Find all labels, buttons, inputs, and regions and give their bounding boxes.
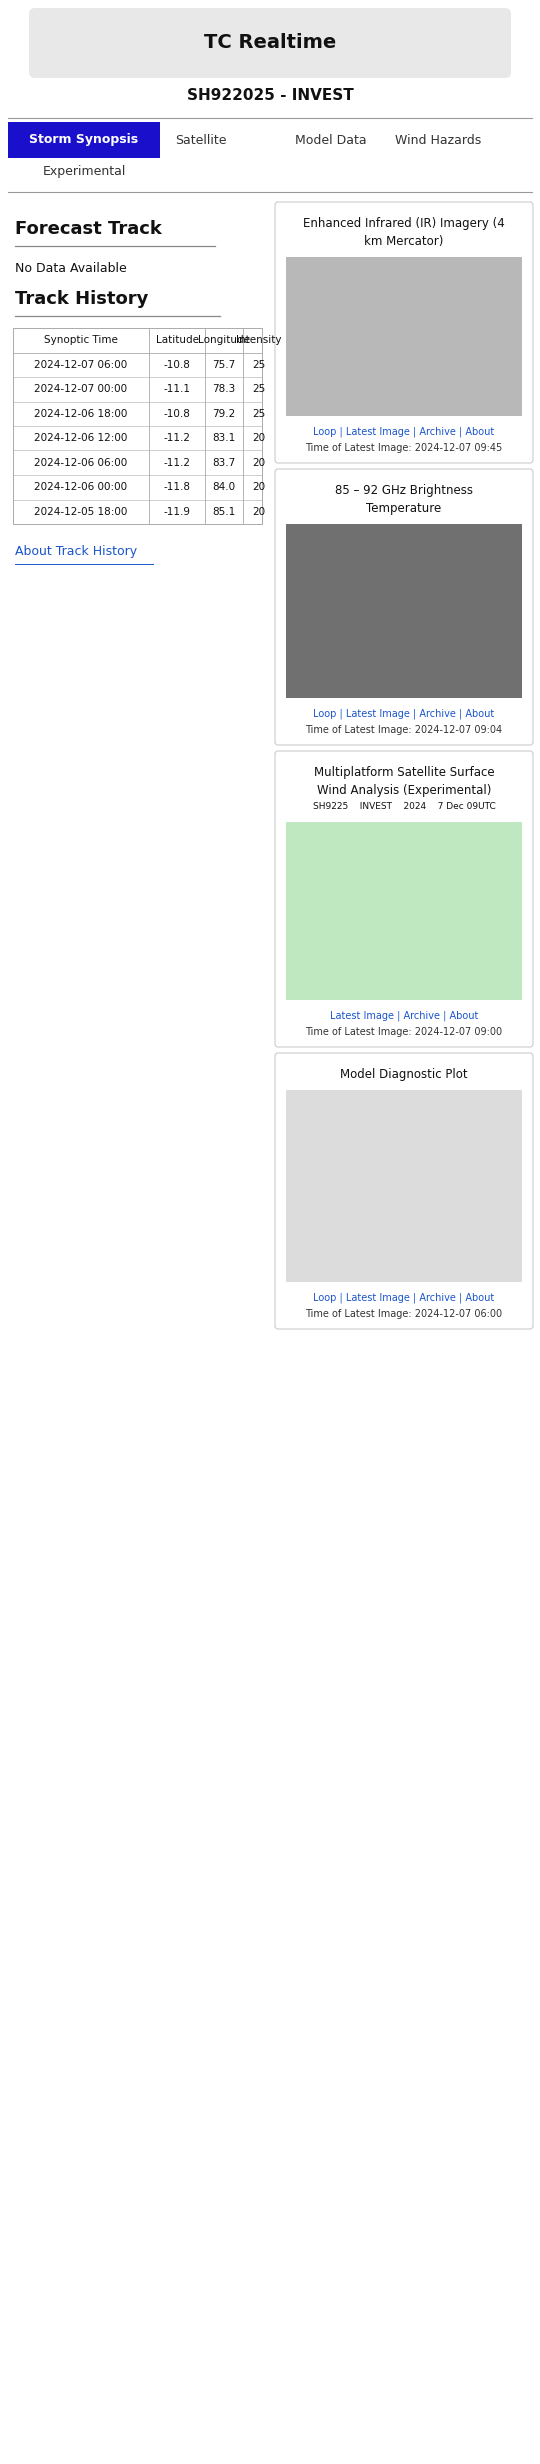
Text: Storm Synopsis: Storm Synopsis bbox=[30, 133, 139, 145]
Text: Latitude: Latitude bbox=[156, 335, 199, 345]
Text: 20: 20 bbox=[252, 458, 266, 468]
Text: 75.7: 75.7 bbox=[212, 360, 235, 370]
Text: Time of Latest Image: 2024-12-07 06:00: Time of Latest Image: 2024-12-07 06:00 bbox=[306, 1308, 503, 1318]
Text: Enhanced Infrared (IR) Imagery (4: Enhanced Infrared (IR) Imagery (4 bbox=[303, 217, 505, 229]
Text: 85.1: 85.1 bbox=[212, 508, 235, 517]
Text: -11.1: -11.1 bbox=[164, 384, 191, 394]
Text: Model Diagnostic Plot: Model Diagnostic Plot bbox=[340, 1067, 468, 1082]
Text: About Track History: About Track History bbox=[15, 545, 137, 559]
Text: Multiplatform Satellite Surface: Multiplatform Satellite Surface bbox=[314, 766, 494, 779]
Text: -10.8: -10.8 bbox=[164, 409, 191, 419]
Text: Latest Image | Archive | About: Latest Image | Archive | About bbox=[330, 1010, 478, 1020]
Text: 2024-12-06 06:00: 2024-12-06 06:00 bbox=[35, 458, 127, 468]
Text: 79.2: 79.2 bbox=[212, 409, 235, 419]
Text: -10.8: -10.8 bbox=[164, 360, 191, 370]
Text: -11.2: -11.2 bbox=[164, 434, 191, 444]
Bar bbox=[286, 256, 522, 416]
Text: 2024-12-06 12:00: 2024-12-06 12:00 bbox=[35, 434, 127, 444]
Text: SH922025 - INVEST: SH922025 - INVEST bbox=[187, 89, 353, 103]
FancyBboxPatch shape bbox=[29, 7, 511, 79]
Text: TC Realtime: TC Realtime bbox=[204, 34, 336, 52]
Text: Model Data: Model Data bbox=[295, 133, 367, 145]
FancyBboxPatch shape bbox=[8, 123, 160, 158]
FancyBboxPatch shape bbox=[275, 1052, 533, 1328]
Text: 83.1: 83.1 bbox=[212, 434, 235, 444]
Text: Time of Latest Image: 2024-12-07 09:45: Time of Latest Image: 2024-12-07 09:45 bbox=[306, 444, 503, 453]
Text: Experimental: Experimental bbox=[42, 165, 126, 177]
Text: 2024-12-07 06:00: 2024-12-07 06:00 bbox=[35, 360, 127, 370]
Text: 84.0: 84.0 bbox=[212, 483, 235, 493]
Text: Satellite: Satellite bbox=[175, 133, 226, 145]
Bar bbox=[13, 328, 262, 525]
Text: 20: 20 bbox=[252, 508, 266, 517]
Text: Temperature: Temperature bbox=[366, 503, 442, 515]
Bar bbox=[286, 1089, 522, 1281]
Text: Forecast Track: Forecast Track bbox=[15, 219, 162, 239]
Text: 20: 20 bbox=[252, 483, 266, 493]
Text: Longitude: Longitude bbox=[198, 335, 250, 345]
Text: 2024-12-06 00:00: 2024-12-06 00:00 bbox=[35, 483, 127, 493]
Bar bbox=[286, 823, 522, 1000]
FancyBboxPatch shape bbox=[275, 202, 533, 463]
FancyBboxPatch shape bbox=[275, 752, 533, 1047]
Text: -11.8: -11.8 bbox=[164, 483, 191, 493]
Text: Loop | Latest Image | Archive | About: Loop | Latest Image | Archive | About bbox=[313, 1294, 495, 1303]
Text: Wind Analysis (Experimental): Wind Analysis (Experimental) bbox=[317, 784, 491, 796]
Text: 85 – 92 GHz Brightness: 85 – 92 GHz Brightness bbox=[335, 483, 473, 498]
Text: Loop | Latest Image | Archive | About: Loop | Latest Image | Archive | About bbox=[313, 426, 495, 436]
Text: km Mercator): km Mercator) bbox=[364, 234, 444, 249]
Text: SH9225    INVEST    2024    7 Dec 09UTC: SH9225 INVEST 2024 7 Dec 09UTC bbox=[313, 801, 495, 811]
Text: 2024-12-05 18:00: 2024-12-05 18:00 bbox=[35, 508, 127, 517]
Text: Intensity: Intensity bbox=[237, 335, 282, 345]
Text: Time of Latest Image: 2024-12-07 09:00: Time of Latest Image: 2024-12-07 09:00 bbox=[306, 1027, 503, 1037]
Text: 83.7: 83.7 bbox=[212, 458, 235, 468]
Text: Synoptic Time: Synoptic Time bbox=[44, 335, 118, 345]
Text: Wind Hazards: Wind Hazards bbox=[395, 133, 481, 145]
Text: 25: 25 bbox=[252, 384, 266, 394]
Text: 2024-12-06 18:00: 2024-12-06 18:00 bbox=[35, 409, 127, 419]
Text: 2024-12-07 00:00: 2024-12-07 00:00 bbox=[35, 384, 127, 394]
Text: -11.9: -11.9 bbox=[164, 508, 191, 517]
Text: 78.3: 78.3 bbox=[212, 384, 235, 394]
Text: 25: 25 bbox=[252, 409, 266, 419]
Bar bbox=[286, 525, 522, 697]
Text: Track History: Track History bbox=[15, 291, 149, 308]
Text: -11.2: -11.2 bbox=[164, 458, 191, 468]
FancyBboxPatch shape bbox=[275, 468, 533, 744]
Text: 25: 25 bbox=[252, 360, 266, 370]
Text: No Data Available: No Data Available bbox=[15, 261, 127, 276]
Text: Loop | Latest Image | Archive | About: Loop | Latest Image | Archive | About bbox=[313, 710, 495, 719]
Text: Time of Latest Image: 2024-12-07 09:04: Time of Latest Image: 2024-12-07 09:04 bbox=[306, 724, 503, 734]
Text: 20: 20 bbox=[252, 434, 266, 444]
